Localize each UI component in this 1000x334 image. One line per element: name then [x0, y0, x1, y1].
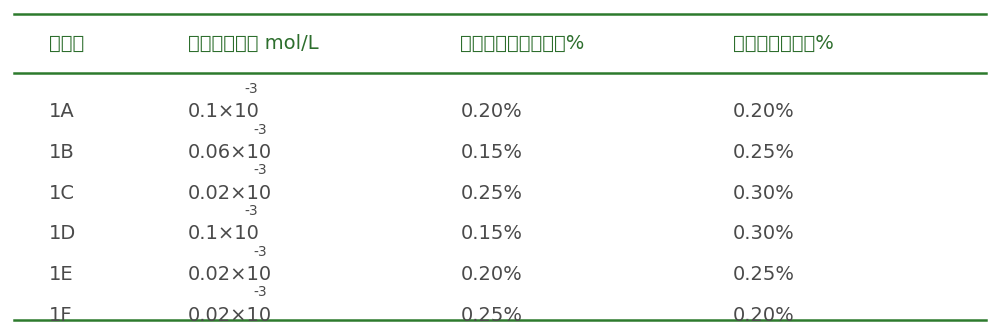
Text: 0.25%: 0.25%	[460, 306, 522, 325]
Text: -3: -3	[244, 82, 258, 96]
Text: -3: -3	[254, 123, 267, 137]
Text: 1E: 1E	[49, 265, 73, 284]
Text: -3: -3	[254, 163, 267, 177]
Text: 1C: 1C	[49, 184, 75, 202]
Text: 实施例: 实施例	[49, 34, 84, 53]
Text: 1A: 1A	[49, 102, 75, 121]
Text: 0.06×10: 0.06×10	[188, 143, 272, 162]
Text: 0.1×10: 0.1×10	[188, 102, 260, 121]
Text: 0.15%: 0.15%	[460, 143, 522, 162]
Text: -3: -3	[244, 204, 258, 218]
Text: -3: -3	[254, 245, 267, 259]
Text: 1B: 1B	[49, 143, 75, 162]
Text: 1D: 1D	[49, 224, 76, 243]
Text: 0.25%: 0.25%	[460, 184, 522, 202]
Text: 0.25%: 0.25%	[733, 143, 795, 162]
Text: 0.02×10: 0.02×10	[188, 265, 272, 284]
Text: 0.20%: 0.20%	[460, 265, 522, 284]
Text: 0.1×10: 0.1×10	[188, 224, 260, 243]
Text: 0.02×10: 0.02×10	[188, 184, 272, 202]
Text: 1F: 1F	[49, 306, 72, 325]
Text: 0.20%: 0.20%	[733, 306, 795, 325]
Text: -3: -3	[254, 285, 267, 299]
Text: 0.02×10: 0.02×10	[188, 306, 272, 325]
Text: 0.25%: 0.25%	[733, 265, 795, 284]
Text: 0.20%: 0.20%	[460, 102, 522, 121]
Text: 0.15%: 0.15%	[460, 224, 522, 243]
Text: 二价铁液浓度 mol/L: 二价铁液浓度 mol/L	[188, 34, 318, 53]
Text: 0.30%: 0.30%	[733, 224, 795, 243]
Text: 二价铁液占母材用量%: 二价铁液占母材用量%	[460, 34, 585, 53]
Text: 0.30%: 0.30%	[733, 184, 795, 202]
Text: 0.20%: 0.20%	[733, 102, 795, 121]
Text: 菌体占母材用量%: 菌体占母材用量%	[733, 34, 834, 53]
